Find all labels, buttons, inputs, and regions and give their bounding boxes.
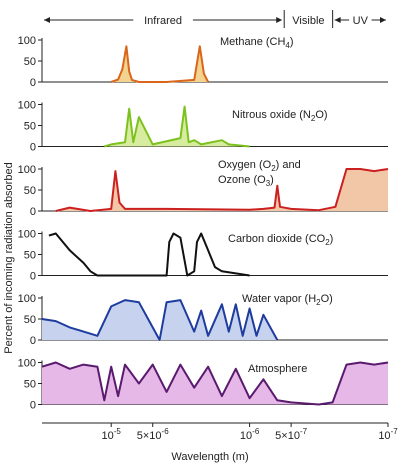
x-axis: 10-5 5×10-6 10-6 5×10-7 10-7 [42,422,398,442]
region-visible: Visible [281,12,336,27]
y-tick-label: 0 [30,206,36,218]
y-tick-label: 0 [30,77,36,89]
y-tick-label: 50 [24,250,36,262]
y-tick-label: 50 [24,314,36,326]
y-tick-label: 100 [18,164,36,176]
region-label: Visible [292,15,324,27]
series-fill [55,169,389,211]
region-uv: UV [334,12,386,27]
y-tick-label: 0 [30,142,36,154]
y-tick-label: 50 [24,121,36,133]
region-label: Infrared [144,15,182,27]
panel-6: 0 50 100 Atmosphere [18,358,389,412]
series-line [48,232,250,277]
y-tick-label: 100 [18,229,36,241]
region-infrared: Infrared [44,12,283,27]
y-tick-label: 0 [30,335,36,347]
y-tick-label: 50 [24,185,36,197]
panel-2: 0 50 100 Nitrous oxide (N2O) [18,100,388,154]
panels: 0 50 100 Methane (CH4) 0 50 100 Nitrous oxide (… [18,35,389,412]
y-tick-label: 100 [18,35,36,47]
series-line [41,299,279,341]
region-label: UV [353,15,369,27]
x-tick-label: 10-7 [378,427,398,442]
panel-label: Atmosphere [248,363,307,375]
panel-label: Methane (CH4) [220,36,294,50]
series-line [104,105,250,148]
y-tick-label: 100 [18,293,36,305]
panel-4: 0 50 100 Carbon dioxide (CO2) [18,229,388,283]
y-tick-label: 0 [30,400,36,412]
region-banner: Infrared Visible UV [44,10,386,28]
y-axis-title: Percent of incoming radiation absorbed [3,162,15,353]
y-tick-label: 0 [30,271,36,283]
y-tick-label: 100 [18,100,36,112]
y-tick-label: 50 [24,379,36,391]
series-line [55,168,389,212]
panel-label: Oxygen (O2) and [218,159,301,173]
y-tick-label: 100 [18,358,36,370]
x-tick-label: 10-5 [102,427,122,442]
x-tick-label: 5×10-7 [275,427,307,442]
series-line [110,45,209,83]
series-line [41,361,389,406]
panel-1: 0 50 100 Methane (CH4) [18,35,388,89]
panel-label: Carbon dioxide (CO2) [228,233,333,247]
panel-label: Water vapor (H2O) [242,293,333,307]
series-fill [104,106,250,147]
x-axis-title: Wavelength (m) [171,451,248,463]
panel-label: Nitrous oxide (N2O) [232,109,328,123]
x-tick-label: 5×10-6 [137,427,169,442]
panel-5: 0 50 100 Water vapor (H2O) [18,293,388,347]
panel-label-line2: Ozone (O3) [218,174,274,188]
x-tick-label: 10-6 [240,427,260,442]
series-fill [111,46,209,82]
y-tick-label: 50 [24,56,36,68]
